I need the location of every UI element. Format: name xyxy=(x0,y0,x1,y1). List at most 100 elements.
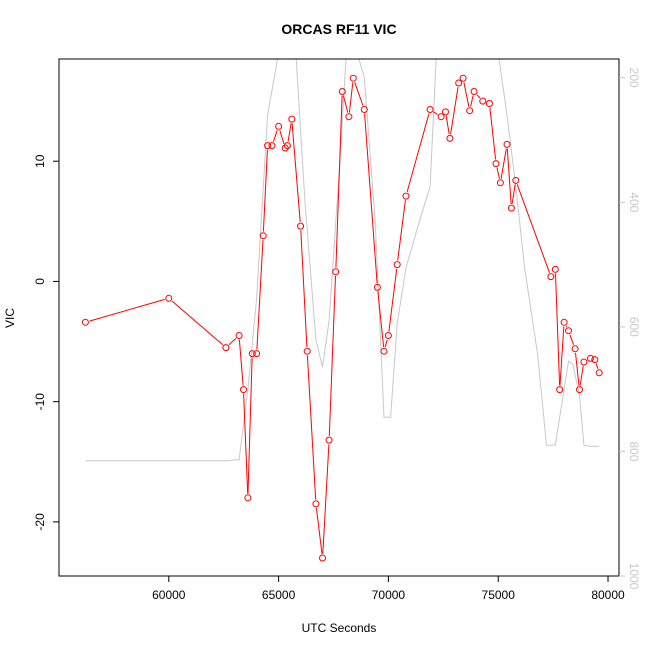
red-series-segment xyxy=(300,230,308,348)
red-series-point xyxy=(373,283,381,291)
x-tick-label: 70000 xyxy=(372,588,406,602)
y-tick-label: -20 xyxy=(33,513,47,531)
y2-tick-label: 400 xyxy=(627,192,641,212)
red-series-segment xyxy=(354,82,364,106)
red-series-segment xyxy=(489,107,497,160)
red-series-segment xyxy=(342,95,349,113)
red-series-segment xyxy=(579,366,584,386)
red-series-segment xyxy=(89,298,165,322)
red-series-point xyxy=(595,369,603,377)
red-series-point xyxy=(446,134,454,142)
red-series-point xyxy=(253,350,261,358)
red-series-segment xyxy=(262,149,268,232)
red-series-point xyxy=(393,261,401,269)
chart-title: ORCAS RF11 VIC xyxy=(281,21,396,37)
red-series-point xyxy=(244,494,252,502)
red-series-segment xyxy=(555,273,561,386)
x-axis: 60000 65000 70000 75000 80000 xyxy=(152,576,625,602)
y-axis-label: VIC xyxy=(3,308,17,328)
red-series-point xyxy=(547,273,555,281)
red-series-segment xyxy=(595,363,599,369)
red-series-point xyxy=(325,436,333,444)
red-series-segment xyxy=(256,239,264,350)
red-series-segment xyxy=(463,82,470,107)
red-series-point xyxy=(565,327,572,335)
red-series-point xyxy=(507,204,515,212)
y2-axis: 200 400 600 800 1000 xyxy=(619,68,641,590)
red-series-point xyxy=(297,222,305,230)
red-series-segment xyxy=(315,507,323,554)
red-series-segment xyxy=(322,444,330,554)
red-series-point xyxy=(319,554,326,562)
red-series-point xyxy=(303,347,311,355)
y2-tick-label: 600 xyxy=(627,317,641,337)
red-series-segment xyxy=(506,148,512,204)
red-series-point xyxy=(591,356,599,364)
x-tick-label: 60000 xyxy=(152,588,186,602)
red-series-point xyxy=(332,268,340,276)
red-series-segment xyxy=(364,113,378,284)
red-series-point xyxy=(264,142,272,150)
plot-frame xyxy=(58,58,620,577)
red-series-layer xyxy=(81,74,603,562)
red-series-point xyxy=(560,318,568,326)
red-series-segment xyxy=(228,338,237,346)
y2-tick-label: 1000 xyxy=(627,563,641,590)
red-series-segment xyxy=(450,87,459,135)
red-series-segment xyxy=(348,82,354,113)
red-series-point xyxy=(485,100,493,107)
red-series-point xyxy=(81,318,89,326)
red-series-segment xyxy=(569,334,575,345)
red-series-segment xyxy=(328,275,336,436)
red-series-point xyxy=(281,144,289,152)
red-series-segment xyxy=(559,326,565,386)
red-series-segment xyxy=(511,184,516,204)
y-axis: -20 -10 0 10 xyxy=(33,154,59,531)
y-tick-label: 0 xyxy=(33,278,47,285)
red-series-point xyxy=(222,344,230,352)
red-series-point xyxy=(345,113,353,121)
red-series-segment xyxy=(476,94,481,99)
x-tick-label: 75000 xyxy=(482,588,516,602)
red-series-segment xyxy=(306,355,317,500)
red-series-segment xyxy=(575,352,580,386)
red-series-point xyxy=(259,232,267,240)
red-series-segment xyxy=(287,123,292,142)
red-series-segment xyxy=(335,95,343,268)
red-series-segment xyxy=(496,167,500,179)
red-series-point xyxy=(442,108,449,116)
red-series-point xyxy=(492,160,500,168)
red-series-point xyxy=(283,142,291,150)
red-series-point xyxy=(338,88,346,95)
red-series-point xyxy=(165,294,173,302)
red-series-segment xyxy=(388,268,398,332)
red-series-point xyxy=(275,122,283,130)
red-series-point xyxy=(455,79,463,87)
red-series-point xyxy=(426,106,434,113)
red-series-segment xyxy=(279,130,285,145)
y-tick-label: -10 xyxy=(33,393,47,411)
red-series-point xyxy=(240,386,247,394)
red-series-point xyxy=(551,265,559,273)
y2-tick-label: 200 xyxy=(627,68,641,88)
red-series-point xyxy=(268,142,276,150)
red-series-point xyxy=(479,97,487,105)
red-series-point xyxy=(349,74,357,82)
red-series-segment xyxy=(384,339,388,348)
red-series-point xyxy=(503,140,511,148)
x-tick-label: 80000 xyxy=(591,588,625,602)
red-series-segment xyxy=(406,113,430,193)
red-series-point xyxy=(248,350,256,358)
red-series-segment xyxy=(470,95,474,107)
grey-series-line xyxy=(85,59,600,462)
red-series-segment xyxy=(243,393,249,494)
red-series-segment xyxy=(565,325,567,328)
grey-series-layer xyxy=(85,59,600,462)
red-series-point xyxy=(580,358,588,366)
red-series-segment xyxy=(272,130,278,142)
red-series-segment xyxy=(445,115,450,135)
x-axis-label: UTC Seconds xyxy=(302,621,377,635)
red-series-point xyxy=(360,106,368,113)
red-series-segment xyxy=(377,291,385,348)
red-series-segment xyxy=(238,339,244,386)
